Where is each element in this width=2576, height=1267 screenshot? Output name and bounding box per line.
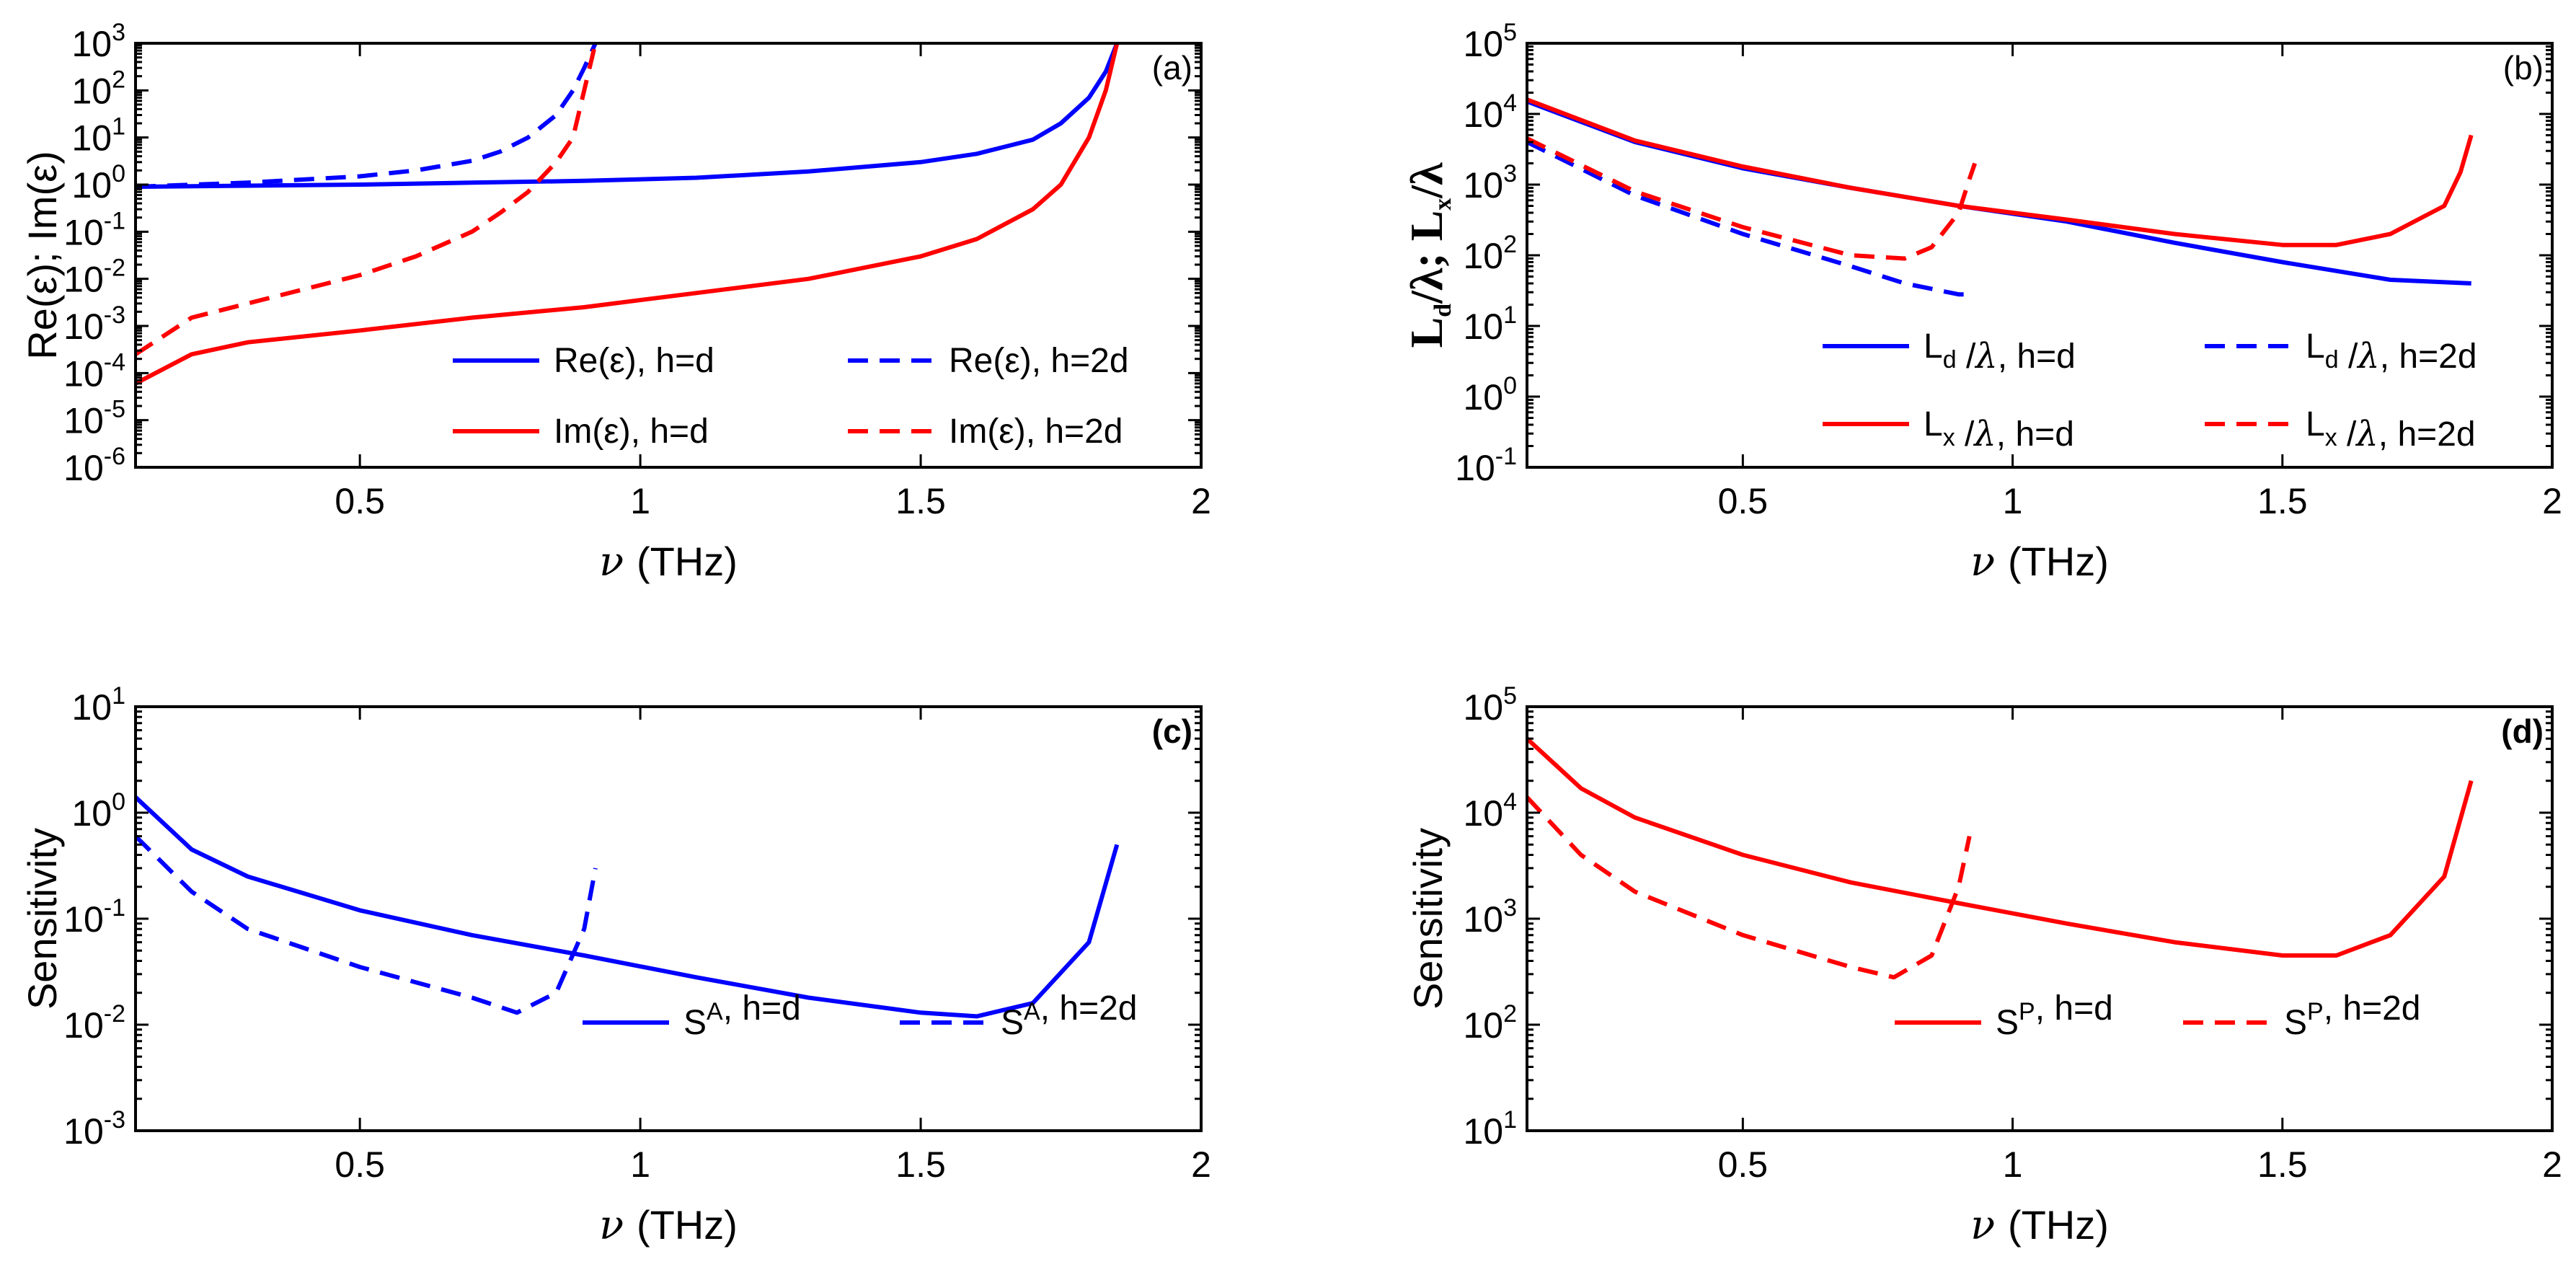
x-tick-label-c-0: 0.5 [335,1144,385,1185]
y-tick-label-d-0: 101 [1463,1106,1517,1152]
legend-label-b-2: Lx /λ, h=d [1924,405,2074,454]
series-line-d-1 [1527,795,1972,980]
y-tick-label-b-1: 100 [1463,372,1517,418]
x-tick-label-b-2: 1.5 [2257,481,2308,521]
series-line-d-0 [1527,737,2474,958]
x-tick-label-b-3: 2 [2542,481,2562,521]
x-tick-label-c-2: 1.5 [895,1144,946,1185]
y-tick-label-b-0: 10-1 [1455,443,1517,488]
x-tick-label-a-1: 1 [630,481,650,521]
legend-label-c-0: SA, h=d [683,989,801,1042]
legend-label-d-1: SP, h=2d [2284,989,2421,1042]
y-axis-label-a: Re(ε); Im(ε) [19,151,65,359]
panel-c: 0.5 1 1.5 2 10-3 10-2 10-1 100 101 ν (THz) Sensiti… [19,682,1211,1249]
y-tick-label-b-5: 104 [1463,89,1517,135]
y-tick-label-a-3: 10-3 [63,301,125,347]
y-tick-label-a-1: 10-5 [63,396,125,441]
series-line-b-2 [1527,97,2474,247]
x-tick-label-d-2: 1.5 [2257,1144,2308,1185]
panel-d: 0.5 1 1.5 2 101 102 103 104 105 ν (THz) Sensitivit… [1405,682,2562,1249]
y-tick-label-c-0: 10-3 [63,1106,125,1152]
axes-frame-c [134,705,1203,1132]
x-tick-label-c-3: 2 [1191,1144,1211,1185]
x-tick-label-d-3: 2 [2542,1144,2562,1185]
series-line-c-0 [136,795,1120,1019]
y-tick-label-d-4: 105 [1463,682,1517,728]
series-line-b-3 [1527,136,1978,261]
y-tick-label-a-2: 10-4 [63,348,125,394]
y-tick-label-d-1: 102 [1463,1000,1517,1046]
y-tick-label-a-6: 100 [71,160,125,206]
panel-b: 0.5 1 1.5 2 10-1 100 101 102 103 104 105 ν (THz) Ld/… [1401,19,2562,586]
panel-tag-b: (b) [2503,49,2544,87]
y-tick-label-a-9: 103 [71,19,125,64]
x-tick-label-d-1: 1 [2003,1144,2023,1185]
panel-tag-c: (c) [1152,712,1192,750]
axes-frame-a [134,42,1203,469]
y-tick-label-d-3: 104 [1463,788,1517,834]
series-line-a-2 [136,43,1120,386]
series-line-c-1 [136,834,598,1015]
y-tick-label-a-5: 10-1 [63,207,125,252]
x-axis-label-a: ν (THz) [599,539,738,586]
y-axis-label-b: Ld/λ; Lx/λ [1401,162,1456,348]
x-tick-label-a-2: 1.5 [895,481,946,521]
x-axis-label-d: ν (THz) [1970,1202,2109,1249]
legend-label-b-0: Ld /λ, h=d [1924,327,2076,376]
legend-c: SA, h=d SA, h=2d [583,989,1138,1042]
y-tick-label-a-7: 101 [71,113,125,159]
x-axis-label-c: ν (THz) [599,1202,738,1249]
series-line-a-3 [136,43,598,356]
series-line-a-0 [136,43,1120,189]
y-tick-label-c-4: 101 [71,682,125,728]
legend-label-a-1: Re(ε), h=2d [949,342,1129,380]
y-tick-label-b-3: 102 [1463,231,1517,276]
x-tick-label-c-1: 1 [630,1144,650,1185]
legend-label-c-1: SA, h=2d [1001,989,1138,1042]
legend-label-a-2: Im(ε), h=d [554,412,709,451]
y-tick-label-d-2: 103 [1463,894,1517,940]
axes-frame-b [1526,42,2554,469]
legend-label-b-1: Ld /λ, h=2d [2306,327,2477,376]
y-tick-label-b-6: 105 [1463,19,1517,64]
x-axis-label-b: ν (THz) [1970,539,2109,586]
panel-a: 0.5 1 1.5 210-610-510-410-310-210-110010110… [19,19,1211,586]
x-tick-label-b-0: 0.5 [1718,481,1769,521]
legend-label-b-3: Lx /λ, h=2d [2306,405,2476,454]
legend-d: SP, h=d SP, h=2d [1895,989,2421,1042]
y-axis-label-d: Sensitivity [1405,828,1451,1010]
x-tick-label-a-0: 0.5 [335,481,385,521]
y-tick-label-b-2: 101 [1463,301,1517,347]
legend-b: Ld /λ, h=d Ld /λ, h=2d Lx /λ, h=d Lx /λ, h=… [1823,327,2477,454]
series-line-a-1 [136,43,598,189]
y-tick-label-c-1: 10-2 [63,1000,125,1046]
legend-label-d-0: SP, h=d [1996,989,2113,1042]
legend-label-a-0: Re(ε), h=d [554,342,714,380]
panel-tag-d: (d) [2501,712,2544,750]
x-tick-label-a-3: 2 [1191,481,1211,521]
x-tick-label-d-0: 0.5 [1718,1144,1769,1185]
legend-a: Re(ε), h=d Re(ε), h=2d Im(ε), h=d Im(ε), h=… [453,342,1129,451]
y-axis-label-c: Sensitivity [19,828,65,1010]
y-tick-label-b-4: 103 [1463,160,1517,206]
series-line-b-0 [1527,99,2471,286]
series-line-b-1 [1527,140,1975,297]
x-tick-label-b-1: 1 [2003,481,2023,521]
y-tick-label-a-8: 102 [71,66,125,111]
legend-label-a-3: Im(ε), h=2d [949,412,1123,451]
panel-tag-a: (a) [1152,49,1192,87]
y-tick-label-a-0: 10-6 [63,443,125,488]
y-tick-label-c-2: 10-1 [63,894,125,940]
y-tick-label-a-4: 10-2 [63,255,125,300]
y-tick-label-c-3: 100 [71,788,125,834]
